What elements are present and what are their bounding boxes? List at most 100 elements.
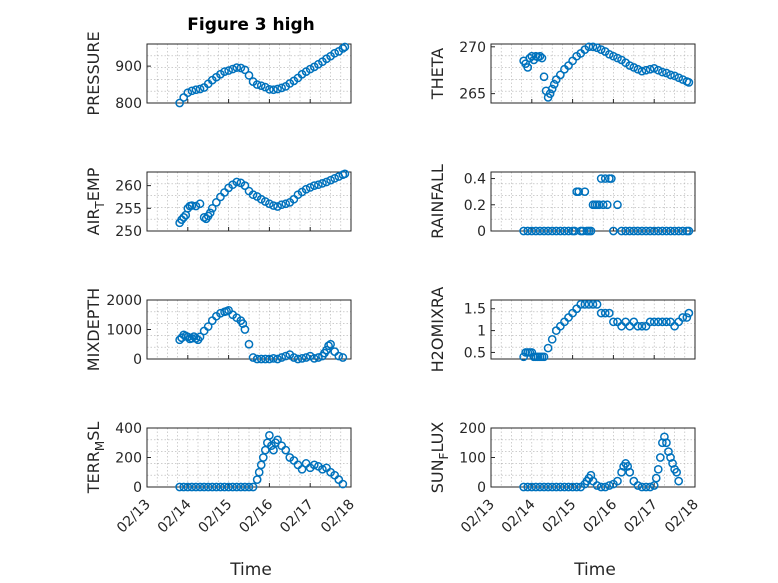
- data-point: [674, 317, 684, 327]
- subplot-7: 0 200 400 02/13 02/14 02/15 02/16 02/17 02/18 TER…: [84, 421, 358, 536]
- x-tick-label: 02/17: [621, 497, 661, 537]
- y-tick-label: 270: [459, 40, 486, 56]
- data-point: [330, 347, 340, 356]
- data-point: [240, 482, 250, 492]
- y-tick-label: 260: [115, 179, 142, 195]
- data-point: [183, 332, 193, 342]
- data-point: [592, 300, 602, 309]
- y-tick-label: 200: [459, 421, 486, 437]
- data-point: [625, 321, 635, 331]
- data-point: [576, 300, 586, 309]
- x-tick-label: 02/15: [196, 497, 236, 537]
- data-point: [265, 354, 274, 364]
- data-point: [570, 226, 579, 236]
- data-point: [314, 180, 323, 190]
- data-point: [672, 467, 681, 477]
- data-point: [269, 354, 278, 363]
- data-point: [596, 308, 606, 318]
- data-point: [600, 174, 610, 183]
- data-point: [547, 84, 557, 94]
- data-point: [592, 481, 602, 490]
- data-point: [662, 226, 671, 236]
- y-tick-label: 0: [133, 480, 142, 496]
- y-axis-label-subscript: M: [93, 441, 107, 451]
- data-point: [568, 482, 577, 492]
- data-point: [596, 482, 606, 492]
- data-point: [653, 226, 663, 236]
- data-point: [621, 317, 630, 327]
- data-point: [265, 199, 274, 209]
- data-point: [240, 65, 250, 75]
- y-axis-label-main: RAINFALL: [428, 164, 447, 239]
- data-point: [277, 200, 286, 210]
- y-axis-label: PRESSURE: [84, 31, 103, 115]
- data-point: [560, 226, 569, 236]
- data-point: [260, 354, 270, 364]
- data-point: [637, 482, 647, 492]
- data-point: [224, 482, 233, 492]
- y-axis-label: AIRTEMP: [84, 167, 107, 235]
- data-point: [281, 199, 291, 209]
- data-point: [637, 321, 647, 331]
- data-point: [662, 438, 671, 448]
- data-point: [232, 177, 242, 187]
- data-point: [564, 482, 573, 492]
- data-point: [535, 226, 545, 236]
- data-point: [195, 199, 205, 209]
- data-point: [609, 317, 618, 327]
- data-point: [600, 308, 610, 318]
- data-point: [318, 178, 327, 188]
- data-point: [212, 198, 221, 207]
- data-point: [670, 71, 679, 81]
- y-tick-label: 0: [477, 224, 486, 240]
- data-point: [273, 84, 282, 94]
- data-point: [326, 339, 335, 349]
- data-point: [633, 64, 643, 74]
- data-point: [207, 316, 217, 325]
- data-point: [240, 325, 250, 334]
- data-point: [637, 226, 647, 236]
- y-tick-label: 200: [115, 451, 142, 467]
- subplot-6: 0.5 1 1.5 H2OMIXRA: [428, 287, 696, 373]
- data-point: [293, 354, 303, 364]
- y-axis-label: H2OMIXRA: [428, 287, 447, 373]
- data-point: [578, 226, 588, 236]
- data-point: [318, 464, 327, 474]
- data-point: [277, 353, 286, 362]
- data-point: [523, 226, 533, 236]
- data-point: [649, 226, 659, 236]
- data-point: [258, 453, 268, 462]
- y-axis-label-tail: SL: [84, 422, 103, 441]
- data-point: [187, 482, 197, 492]
- data-point: [240, 181, 250, 190]
- y-axis-label-subscript: F: [437, 452, 451, 459]
- data-point: [195, 482, 205, 492]
- data-point: [588, 300, 598, 309]
- x-tick-label: 02/16: [236, 496, 276, 536]
- axes-frame: [490, 43, 696, 104]
- data-point: [179, 93, 189, 102]
- data-point: [191, 85, 201, 95]
- data-point: [535, 51, 545, 61]
- axes-layer: 800 900 PRESSURE 265 270 THETA 250 255 260 AIRTEM…: [84, 31, 702, 536]
- data-point: [212, 482, 221, 492]
- subplot-4: 0 0.2 0.4 RAINFALL: [428, 164, 696, 240]
- data-point: [309, 460, 319, 470]
- y-axis-label-main: TERR: [84, 451, 103, 494]
- y-axis-label: MIXDEPTH: [84, 288, 103, 371]
- data-point: [678, 226, 688, 236]
- data-point: [216, 482, 225, 492]
- data-point: [682, 313, 692, 322]
- data-point: [564, 226, 573, 236]
- data-point: [625, 226, 635, 236]
- data-point: [277, 83, 286, 93]
- data-point: [199, 326, 209, 336]
- data-point: [594, 200, 604, 210]
- data-point: [633, 321, 643, 331]
- data-point: [645, 226, 655, 236]
- y-tick-label: 250: [115, 224, 142, 240]
- data-point: [641, 226, 651, 236]
- data-point: [598, 200, 608, 210]
- x-tick-label: 02/14: [155, 496, 195, 536]
